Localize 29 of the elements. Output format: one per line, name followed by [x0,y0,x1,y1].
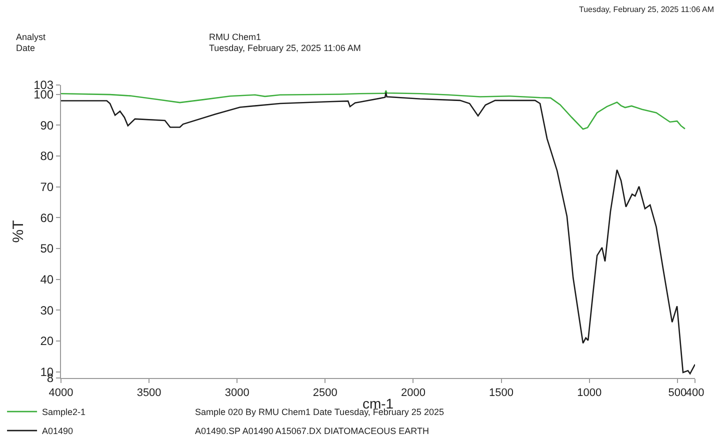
y-tick-label: 40 [40,272,54,287]
line-series [61,90,686,130]
legend-label: Sample2-1 [42,407,86,418]
text: RMU Chem1 [209,32,262,42]
y-axis-title: %T [10,220,27,243]
x-tick-label: 3000 [224,387,250,400]
text: Date [16,43,36,53]
x-tick-label: 2000 [400,387,426,400]
text: Tuesday, February 25, 2025 11:06 AM [579,5,714,14]
x-tick-label: 1000 [577,387,602,400]
line-series [61,92,695,374]
legend-label: A01490 [42,426,74,436]
text: Analyst [16,32,46,42]
y-tick-label: 50 [40,242,54,256]
y-tick-label: 60 [40,210,54,225]
x-tick-label: 400 [686,387,704,400]
y-tick-label: 20 [40,334,54,348]
x-tick-label: 3500 [136,387,162,400]
text: A01490.SP A01490 A15067.DX DIATOMACEOUS EARTH [195,426,429,436]
x-tick-label: 500 [668,387,687,400]
x-tick-label: 4000 [48,387,74,400]
y-tick-label: 30 [40,303,54,318]
text: Tuesday, February 25, 2025 11:06 AM [209,43,361,53]
y-tick-label: 70 [40,180,54,194]
x-tick-label: 1500 [489,387,514,400]
y-tick-label: 80 [40,149,54,164]
x-tick-label: 2500 [312,387,338,400]
text: Sample 020 By RMU Chem1 Date Tuesday, February 25 2025 [195,407,444,417]
y-tick-label: 90 [40,118,54,132]
